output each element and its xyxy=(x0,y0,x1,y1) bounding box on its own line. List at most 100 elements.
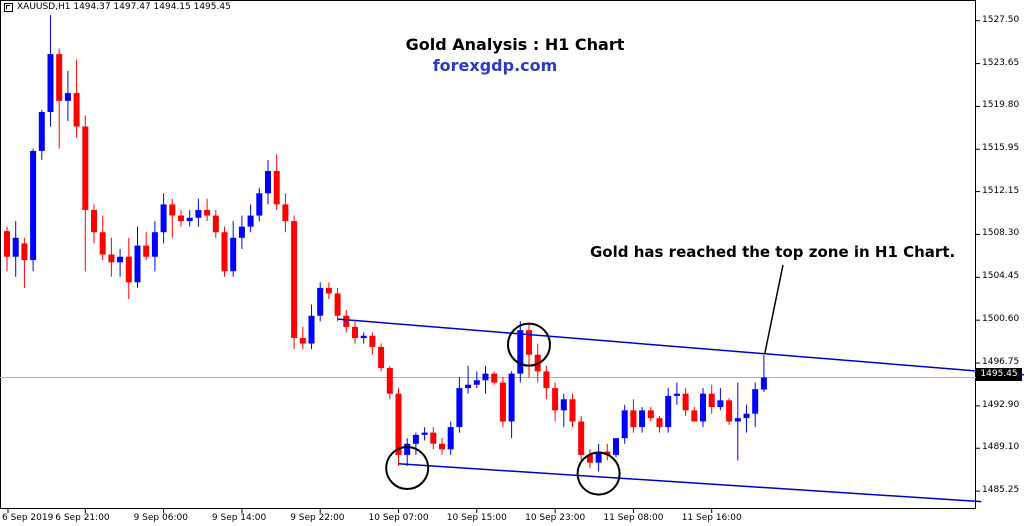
touch-circle xyxy=(507,322,551,367)
candle xyxy=(560,393,567,428)
time-tick-label: 10 Sep 23:00 xyxy=(525,513,586,523)
candle xyxy=(386,365,393,400)
candle-body xyxy=(47,54,54,112)
candle-body xyxy=(595,451,602,463)
candle-body xyxy=(682,393,689,411)
candle-body xyxy=(447,427,454,450)
candle-body xyxy=(560,399,567,411)
candle-body xyxy=(665,395,672,428)
candle xyxy=(82,115,89,272)
candle xyxy=(665,388,672,433)
candle-body xyxy=(21,243,28,261)
candle xyxy=(317,282,324,322)
candle-body xyxy=(308,315,315,344)
candle-body xyxy=(247,215,254,227)
time-tick-label: 6 Sep 2019 xyxy=(2,513,54,523)
price-tick-label: 1500.60 xyxy=(982,314,1020,325)
candle xyxy=(473,371,480,389)
candle xyxy=(12,221,19,277)
symbol-ohlc-text: XAUUSD,H1 1494.37 1497.47 1494.15 1495.4… xyxy=(17,2,231,12)
candle-body xyxy=(238,226,245,238)
candle-body xyxy=(526,330,532,355)
candle-body xyxy=(647,410,654,419)
candle xyxy=(47,15,54,127)
candle-body xyxy=(117,256,124,263)
candle-body xyxy=(639,410,646,428)
candle-body xyxy=(499,382,506,422)
candle xyxy=(447,421,454,455)
symbol-dropdown-icon[interactable] xyxy=(4,2,13,12)
annotation-note: Gold has reached the top zone in H1 Char… xyxy=(590,243,956,261)
candle-body xyxy=(82,126,89,210)
candle xyxy=(508,371,515,439)
candle-body xyxy=(412,434,419,444)
price-tick-label: 1519.80 xyxy=(982,100,1020,111)
candle-body xyxy=(230,237,237,272)
candle-body xyxy=(169,204,176,216)
touch-circle xyxy=(576,451,621,496)
price-tick-label: 1485.25 xyxy=(982,485,1020,496)
candle-body xyxy=(491,373,498,383)
candle xyxy=(552,382,559,422)
candle xyxy=(682,388,689,416)
price-tick-label: 1512.15 xyxy=(982,185,1020,196)
candle xyxy=(343,310,350,333)
candle xyxy=(482,365,489,394)
time-tick-label: 10 Sep 07:00 xyxy=(368,513,429,523)
candle-body xyxy=(212,215,219,233)
chart-subtitle: forexgdp.com xyxy=(432,56,558,75)
candle xyxy=(38,109,45,160)
candle xyxy=(621,404,628,444)
time-tick-label: 10 Sep 15:00 xyxy=(446,513,507,523)
candle-body xyxy=(151,232,158,257)
candle xyxy=(143,232,150,261)
candle xyxy=(352,321,358,344)
candle xyxy=(604,443,611,461)
candle xyxy=(412,432,419,455)
candle xyxy=(151,221,158,272)
candle xyxy=(265,159,271,205)
candle xyxy=(99,215,106,261)
time-tick-label: 11 Sep 16:00 xyxy=(681,513,742,523)
candle-body xyxy=(143,245,150,257)
candle-body xyxy=(482,373,489,381)
candle xyxy=(273,154,280,210)
candle xyxy=(526,324,532,377)
candle-body xyxy=(473,380,480,385)
time-tick-label: 6 Sep 21:00 xyxy=(55,513,110,523)
candle xyxy=(465,365,472,394)
candle-body xyxy=(691,410,698,422)
candle-body xyxy=(56,54,63,101)
candle xyxy=(430,427,437,450)
price-tick-label: 1496.75 xyxy=(982,357,1020,368)
candle-body xyxy=(204,209,211,216)
candle xyxy=(395,388,402,467)
chart-title: Gold Analysis : H1 Chart xyxy=(405,35,625,54)
candle-body xyxy=(178,215,184,222)
candle xyxy=(299,326,306,350)
lower-trendline[interactable] xyxy=(398,463,982,503)
candle-body xyxy=(578,421,585,455)
candle-body xyxy=(613,438,619,455)
candle-body xyxy=(38,111,45,151)
candle-body xyxy=(726,400,733,422)
candle-body xyxy=(299,338,306,344)
candle-body xyxy=(273,171,280,205)
upper-trendline[interactable] xyxy=(337,318,1024,377)
candle-body xyxy=(360,335,367,338)
candle xyxy=(586,449,593,469)
candle-body xyxy=(108,254,115,263)
candle xyxy=(691,407,698,422)
candle xyxy=(125,237,132,300)
candle xyxy=(647,407,654,422)
candle-body xyxy=(465,384,472,389)
candle xyxy=(499,376,506,428)
candle xyxy=(752,382,759,428)
candle xyxy=(569,393,576,428)
candle-body xyxy=(134,245,141,283)
candle xyxy=(369,332,376,355)
candle-body xyxy=(343,315,350,327)
price-tick-label: 1515.95 xyxy=(982,143,1020,154)
candle-body xyxy=(186,217,193,222)
